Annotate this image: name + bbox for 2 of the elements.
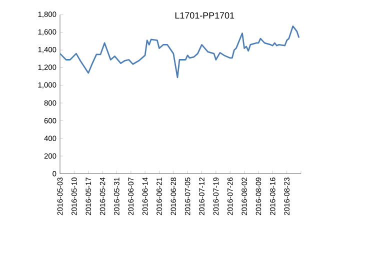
line-series [60, 25, 300, 78]
chart-title: L1701-PP1701 [175, 12, 234, 19]
